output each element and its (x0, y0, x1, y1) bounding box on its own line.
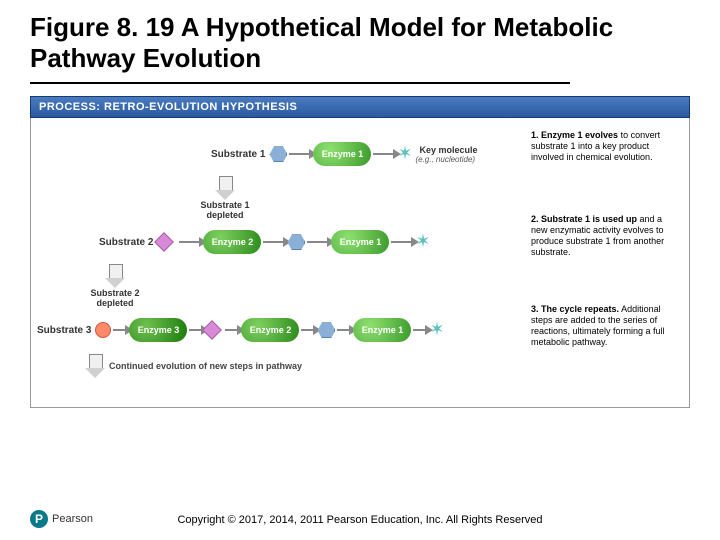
substrate-1-label: Substrate 1 (211, 149, 265, 160)
enzyme-2: Enzyme 2 (241, 318, 299, 342)
arrow-right-icon (373, 153, 395, 155)
arrow-right-icon (263, 241, 285, 243)
diamond-icon (155, 232, 175, 252)
star-icon: ✶ (415, 234, 431, 250)
down-arrow-icon (217, 176, 233, 200)
arrow-right-icon (113, 329, 127, 331)
continued-label: Continued evolution of new steps in path… (109, 361, 302, 371)
enzyme-1: Enzyme 1 (313, 142, 371, 166)
enzyme-1: Enzyme 1 (353, 318, 411, 342)
substrate-3: Substrate 3 (37, 322, 111, 338)
down-arrow-icon (87, 354, 103, 378)
continued-evolution: Continued evolution of new steps in path… (87, 354, 302, 378)
depleted-1: Substrate 1 depleted (195, 176, 255, 220)
depleted-1-label: Substrate 1 depleted (195, 200, 255, 220)
process-header-bar: PROCESS: RETRO-EVOLUTION HYPOTHESIS (30, 96, 690, 118)
arrow-right-icon (391, 241, 413, 243)
diagram-panel: Substrate 1 Enzyme 1 ✶ Key molecule (e.g… (30, 118, 690, 408)
description-3-bold: 3. The cycle repeats. (531, 304, 619, 314)
description-1: 1. Enzyme 1 evolves to convert substrate… (531, 130, 681, 162)
description-2: 2. Substrate 1 is used up and a new enzy… (531, 214, 681, 257)
arrow-right-icon (307, 241, 329, 243)
arrow-right-icon (301, 329, 315, 331)
star-icon: ✶ (397, 146, 413, 162)
arrow-right-icon (413, 329, 427, 331)
depleted-2-label: Substrate 2 depleted (85, 288, 145, 308)
title-underline (30, 82, 570, 84)
substrate-2: Substrate 2 (99, 235, 171, 249)
substrate-1: Substrate 1 (211, 146, 287, 162)
star-icon: ✶ (429, 322, 445, 338)
arrow-right-icon (337, 329, 351, 331)
hexagon-icon (269, 146, 287, 162)
arrow-right-icon (179, 241, 201, 243)
diamond-icon (203, 320, 223, 340)
key-molecule-example: (e.g., nucleotide) (415, 155, 477, 164)
substrate-2-label: Substrate 2 (99, 237, 153, 248)
depleted-2: Substrate 2 depleted (85, 264, 145, 308)
description-3: 3. The cycle repeats. Additional steps a… (531, 304, 681, 347)
description-1-bold: 1. Enzyme 1 evolves (531, 130, 618, 140)
description-2-bold: 2. Substrate 1 is used up (531, 214, 637, 224)
enzyme-3: Enzyme 3 (129, 318, 187, 342)
copyright-footer: Copyright © 2017, 2014, 2011 Pearson Edu… (0, 514, 720, 526)
figure-title: Figure 8. 19 A Hypothetical Model for Me… (0, 0, 720, 82)
enzyme-2: Enzyme 2 (203, 230, 261, 254)
down-arrow-icon (107, 264, 123, 288)
substrate-3-label: Substrate 3 (37, 325, 91, 336)
enzyme-1: Enzyme 1 (331, 230, 389, 254)
circle-icon (95, 322, 111, 338)
key-molecule-label: Key molecule (419, 145, 477, 155)
arrow-right-icon (289, 153, 311, 155)
arrow-right-icon (225, 329, 239, 331)
